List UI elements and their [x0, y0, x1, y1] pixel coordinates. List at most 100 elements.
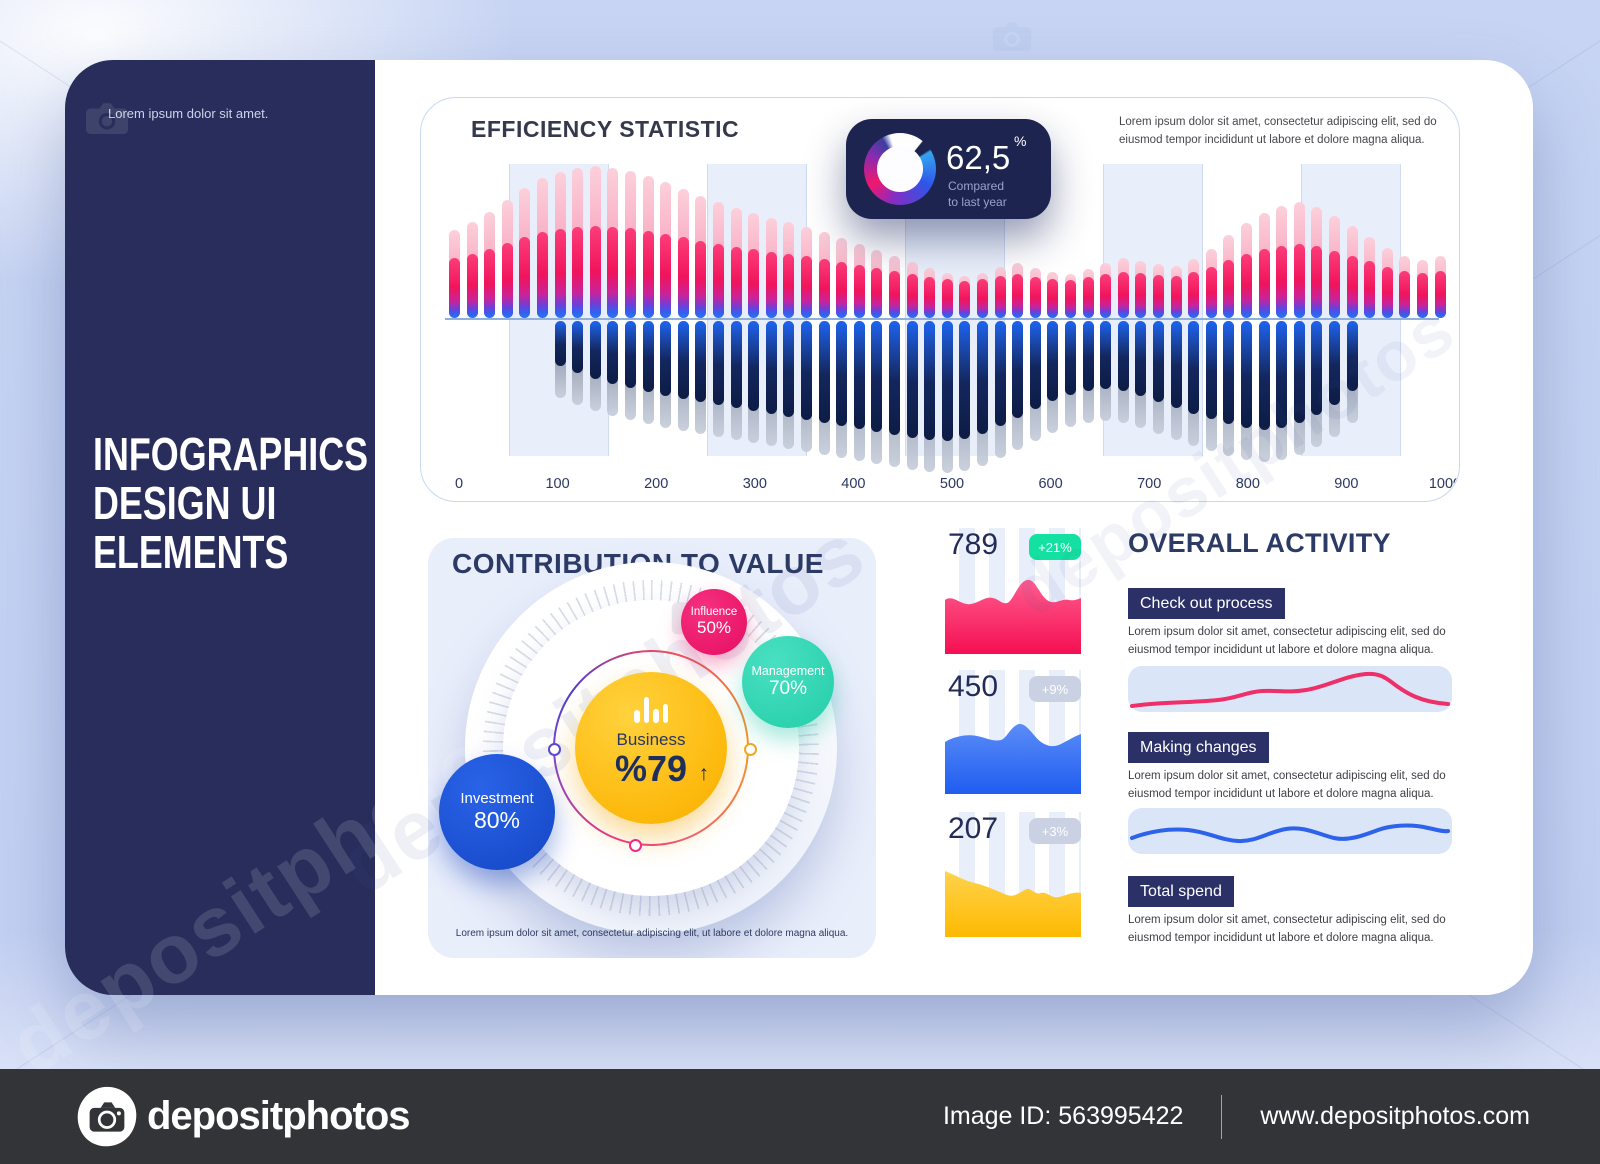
center-bubble-label: Business: [616, 730, 686, 749]
bar-segment: [765, 252, 777, 318]
comparison-badge: 62,5 % Compared to last year: [846, 119, 1051, 219]
bar-segment: [836, 321, 848, 426]
bar-segment: [1311, 321, 1323, 415]
line-chart: [1130, 823, 1450, 844]
bar-segment: [1012, 321, 1024, 418]
bar-segment: [1329, 321, 1340, 405]
bar-segment: [1381, 267, 1393, 318]
checkout-wave-chart: [1128, 666, 1452, 712]
bar-segment: [889, 321, 900, 435]
site-url: www.depositphotos.com: [1260, 1102, 1530, 1130]
business-center-bubble: Business %79 ↑: [575, 672, 727, 824]
bar-segment: [1399, 271, 1411, 318]
bar-segment: [1311, 246, 1323, 318]
bar-segment: [765, 321, 777, 414]
page-title: INFOGRAPHICS DESIGN UI ELEMENTS: [93, 428, 369, 579]
bar-segment: [801, 321, 812, 420]
bar-segment: [1047, 321, 1059, 401]
bar-segment: [660, 234, 672, 318]
camera-watermark-icon: [992, 22, 1032, 51]
bar-segment: [1082, 321, 1094, 391]
x-tick-label: 200: [644, 476, 669, 492]
x-tick-label: 700: [1137, 476, 1162, 492]
bar-segment: [1346, 256, 1358, 318]
bar-segment: [1170, 321, 1182, 408]
bar-segment: [519, 237, 531, 318]
activity-text: Lorem ipsum dolor sit amet, consectetur …: [1128, 626, 1446, 656]
bar-segment: [677, 237, 689, 318]
bar-chart-icon: [634, 696, 668, 723]
bar-segment: [607, 321, 619, 384]
bar-segment: [713, 321, 724, 405]
sidebar-panel: Lorem ipsum dolor sit amet. INFOGRAPHICS…: [65, 60, 375, 995]
bar-segment: [889, 271, 900, 318]
bar-segment: [589, 321, 601, 379]
bar-segment: [1241, 321, 1252, 428]
bar-segment: [1241, 254, 1252, 318]
bar-segment: [642, 321, 654, 392]
sidebar-note: Lorem ipsum dolor sit amet.: [108, 106, 269, 121]
bar-segment: [713, 244, 724, 318]
bar-segment: [1047, 279, 1059, 318]
bar-segment: [1223, 321, 1235, 424]
bar-segment: [730, 321, 742, 408]
efficiency-description: Lorem ipsum dolor sit amet, consectetur …: [1119, 116, 1437, 146]
ring-node-bottom: [629, 839, 642, 852]
camera-logo-icon: [77, 1086, 137, 1146]
bar-segment: [801, 256, 812, 318]
bar-segment: [924, 277, 936, 318]
mini-chart-yellow: 207 +3%: [945, 812, 1081, 937]
footer-meta: Image ID: 563995422 www.depositphotos.co…: [943, 1069, 1530, 1164]
mini-chart-value: 450: [948, 670, 999, 703]
bar-segment: [484, 249, 496, 318]
bar-segment: [836, 262, 848, 318]
bar-segment: [537, 232, 548, 318]
bar-segment: [501, 243, 513, 318]
arrow-up-icon: ↑: [698, 762, 710, 785]
bar-segment: [1029, 277, 1041, 318]
bar-segment: [677, 321, 689, 399]
bar-segment: [959, 321, 971, 439]
image-id: Image ID: 563995422: [942, 1102, 1184, 1130]
bar-segment: [625, 321, 636, 388]
bar-segment: [924, 321, 936, 440]
area-chart: [945, 723, 1081, 794]
bar-segment: [977, 279, 988, 318]
area-chart: [945, 579, 1081, 654]
bar-segment: [1012, 274, 1024, 318]
donut-chart-icon: [864, 133, 936, 205]
bar-segment: [1188, 272, 1200, 318]
bar-segment: [1153, 321, 1164, 402]
x-tick-label: 1000: [1428, 476, 1459, 492]
bar-segment: [871, 268, 883, 318]
x-tick-label: 400: [841, 476, 866, 492]
mini-chart-pink: 789 +21%: [945, 528, 1081, 654]
investment-bubble: Investment 80%: [439, 754, 555, 870]
bar-segment: [748, 249, 760, 318]
x-tick-label: 0: [454, 476, 464, 492]
bar-segment: [1364, 261, 1376, 318]
footer-divider: [1221, 1094, 1223, 1139]
efficiency-plot: 0 100 200 300 400 500 600 700 800 900 1000: [421, 98, 1459, 501]
chart-axis-line: [445, 318, 1439, 320]
bar-segment: [449, 258, 460, 318]
bar-segment: [695, 321, 707, 402]
efficiency-bars: [421, 98, 1459, 501]
bar-segment: [1205, 267, 1217, 318]
bar-segment: [1276, 246, 1288, 318]
bar-segment: [906, 321, 918, 438]
bar-segment: [994, 321, 1006, 426]
ring-node-left: [548, 743, 561, 756]
bar-segment: [1329, 251, 1340, 318]
bar-segment: [783, 254, 795, 318]
bar-segment: [589, 226, 601, 318]
depositphotos-logo: depositphotos: [75, 1085, 411, 1149]
bubble-label: Investment: [460, 790, 534, 807]
bar-segment: [572, 227, 584, 318]
contribution-to-value-card: CONTRIBUTION TO VALUE Business %79 ↑ Inf…: [428, 538, 876, 958]
efficiency-title: EFFICIENCY STATISTIC: [471, 116, 740, 142]
bar-segment: [1100, 321, 1112, 389]
activity-text: Lorem ipsum dolor sit amet, consectetur …: [1128, 914, 1446, 944]
bar-segment: [959, 281, 971, 318]
